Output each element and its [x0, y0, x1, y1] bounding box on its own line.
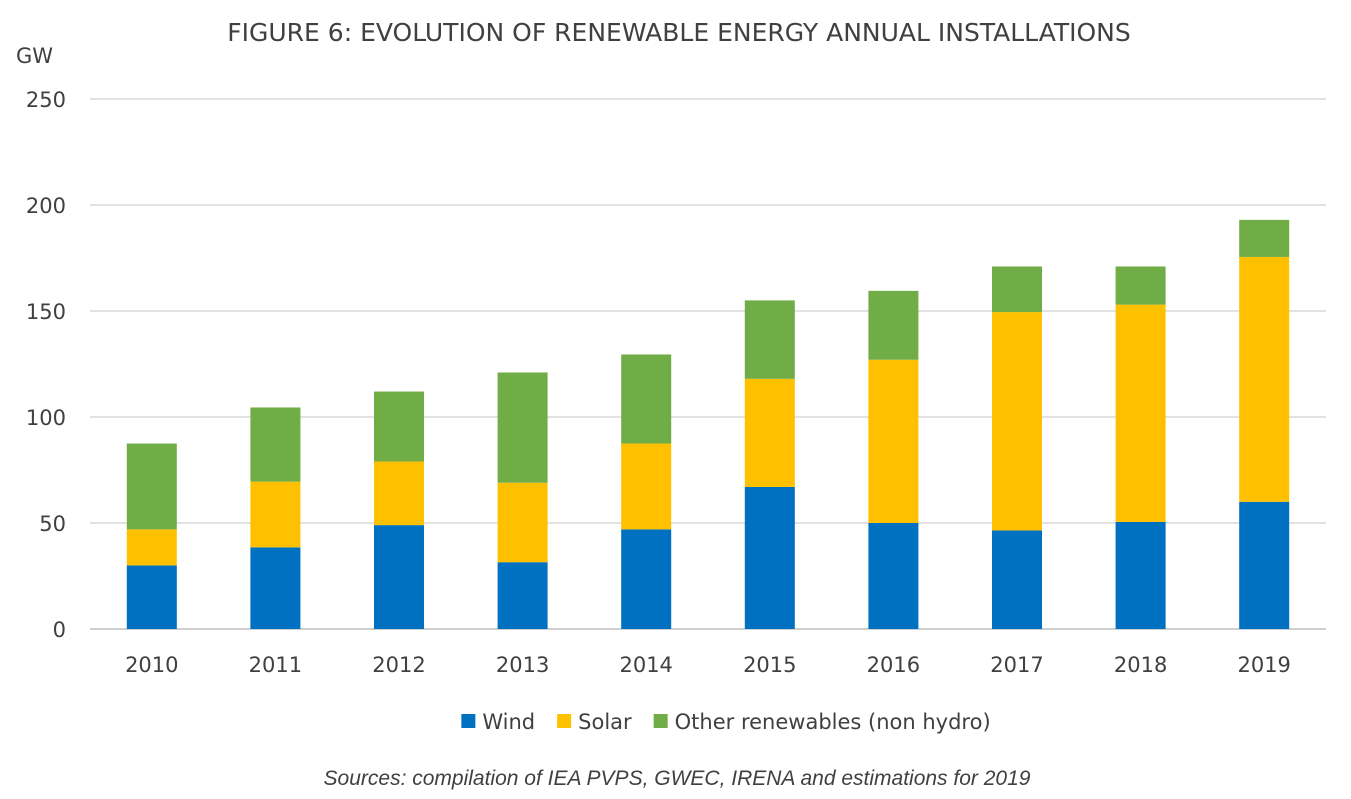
source-note: Sources: compilation of IEA PVPS, GWEC, … — [324, 767, 1031, 790]
y-tick-label-100: 100 — [26, 406, 66, 430]
bar-solar-2013 — [497, 482, 548, 563]
legend-swatch — [461, 714, 476, 728]
bar-wind-2015 — [744, 486, 795, 629]
bar-solar-2010 — [126, 529, 177, 566]
legend-label: Wind — [482, 710, 535, 734]
legend: Wind Solar Other renewables (non hydro) — [461, 710, 991, 734]
bar-other-2013 — [497, 372, 548, 483]
bar-wind-2010 — [126, 565, 177, 629]
bar-wind-2019 — [1239, 501, 1290, 629]
bar-other-2017 — [992, 266, 1042, 313]
bar-solar-2018 — [1115, 304, 1166, 522]
bar-other-2015 — [744, 300, 795, 379]
bar-wind-2018 — [1115, 521, 1166, 629]
bar-wind-2017 — [992, 530, 1042, 629]
bar-wind-2013 — [497, 562, 548, 629]
x-tick-label-2012: 2012 — [372, 653, 425, 677]
bar-other-2019 — [1239, 219, 1290, 257]
bars — [126, 219, 1290, 629]
bar-solar-2014 — [621, 443, 672, 530]
bar-wind-2016 — [868, 523, 919, 629]
bar-solar-2016 — [868, 359, 919, 523]
chart-title: FIGURE 6: EVOLUTION OF RENEWABLE ENERGY … — [227, 18, 1131, 47]
bar-other-2011 — [250, 407, 301, 482]
bar-wind-2012 — [374, 525, 424, 629]
bar-solar-2012 — [374, 461, 424, 526]
y-axis-ticks: 0 50 100 150 200 250 — [26, 88, 66, 642]
legend-label: Other renewables (non hydro) — [675, 710, 991, 734]
bar-wind-2011 — [250, 547, 301, 629]
bar-solar-2017 — [992, 312, 1042, 531]
x-tick-label-2017: 2017 — [990, 653, 1043, 677]
legend-item-other: Other renewables (non hydro) — [653, 710, 991, 734]
x-tick-label-2014: 2014 — [619, 653, 672, 677]
bar-solar-2019 — [1239, 256, 1290, 502]
x-tick-label-2013: 2013 — [496, 653, 549, 677]
bar-solar-2011 — [250, 481, 301, 548]
bar-wind-2014 — [621, 529, 672, 629]
y-tick-label-250: 250 — [26, 88, 66, 112]
bar-other-2018 — [1115, 266, 1166, 305]
y-tick-label-50: 50 — [39, 512, 66, 536]
bar-other-2012 — [374, 391, 424, 462]
x-tick-label-2015: 2015 — [743, 653, 796, 677]
legend-swatch — [653, 714, 668, 728]
bar-other-2016 — [868, 290, 919, 360]
legend-label: Solar — [578, 710, 632, 734]
y-tick-label-200: 200 — [26, 194, 66, 218]
y-axis-unit-label: GW — [16, 44, 53, 68]
legend-item-solar: Solar — [557, 710, 632, 734]
x-tick-label-2018: 2018 — [1114, 653, 1167, 677]
bar-solar-2015 — [744, 378, 795, 487]
y-tick-label-0: 0 — [53, 618, 66, 642]
legend-swatch — [557, 714, 572, 728]
bar-other-2014 — [621, 354, 672, 444]
x-axis-ticks: 2010 2011 2012 2013 2014 2015 2016 2017 2018 2019 — [125, 653, 1291, 677]
y-tick-label-150: 150 — [26, 300, 66, 324]
x-tick-label-2016: 2016 — [867, 653, 920, 677]
legend-item-wind: Wind — [461, 710, 535, 734]
bar-other-2010 — [126, 443, 177, 530]
x-tick-label-2010: 2010 — [125, 653, 178, 677]
x-tick-label-2019: 2019 — [1237, 653, 1290, 677]
x-tick-label-2011: 2011 — [249, 653, 302, 677]
